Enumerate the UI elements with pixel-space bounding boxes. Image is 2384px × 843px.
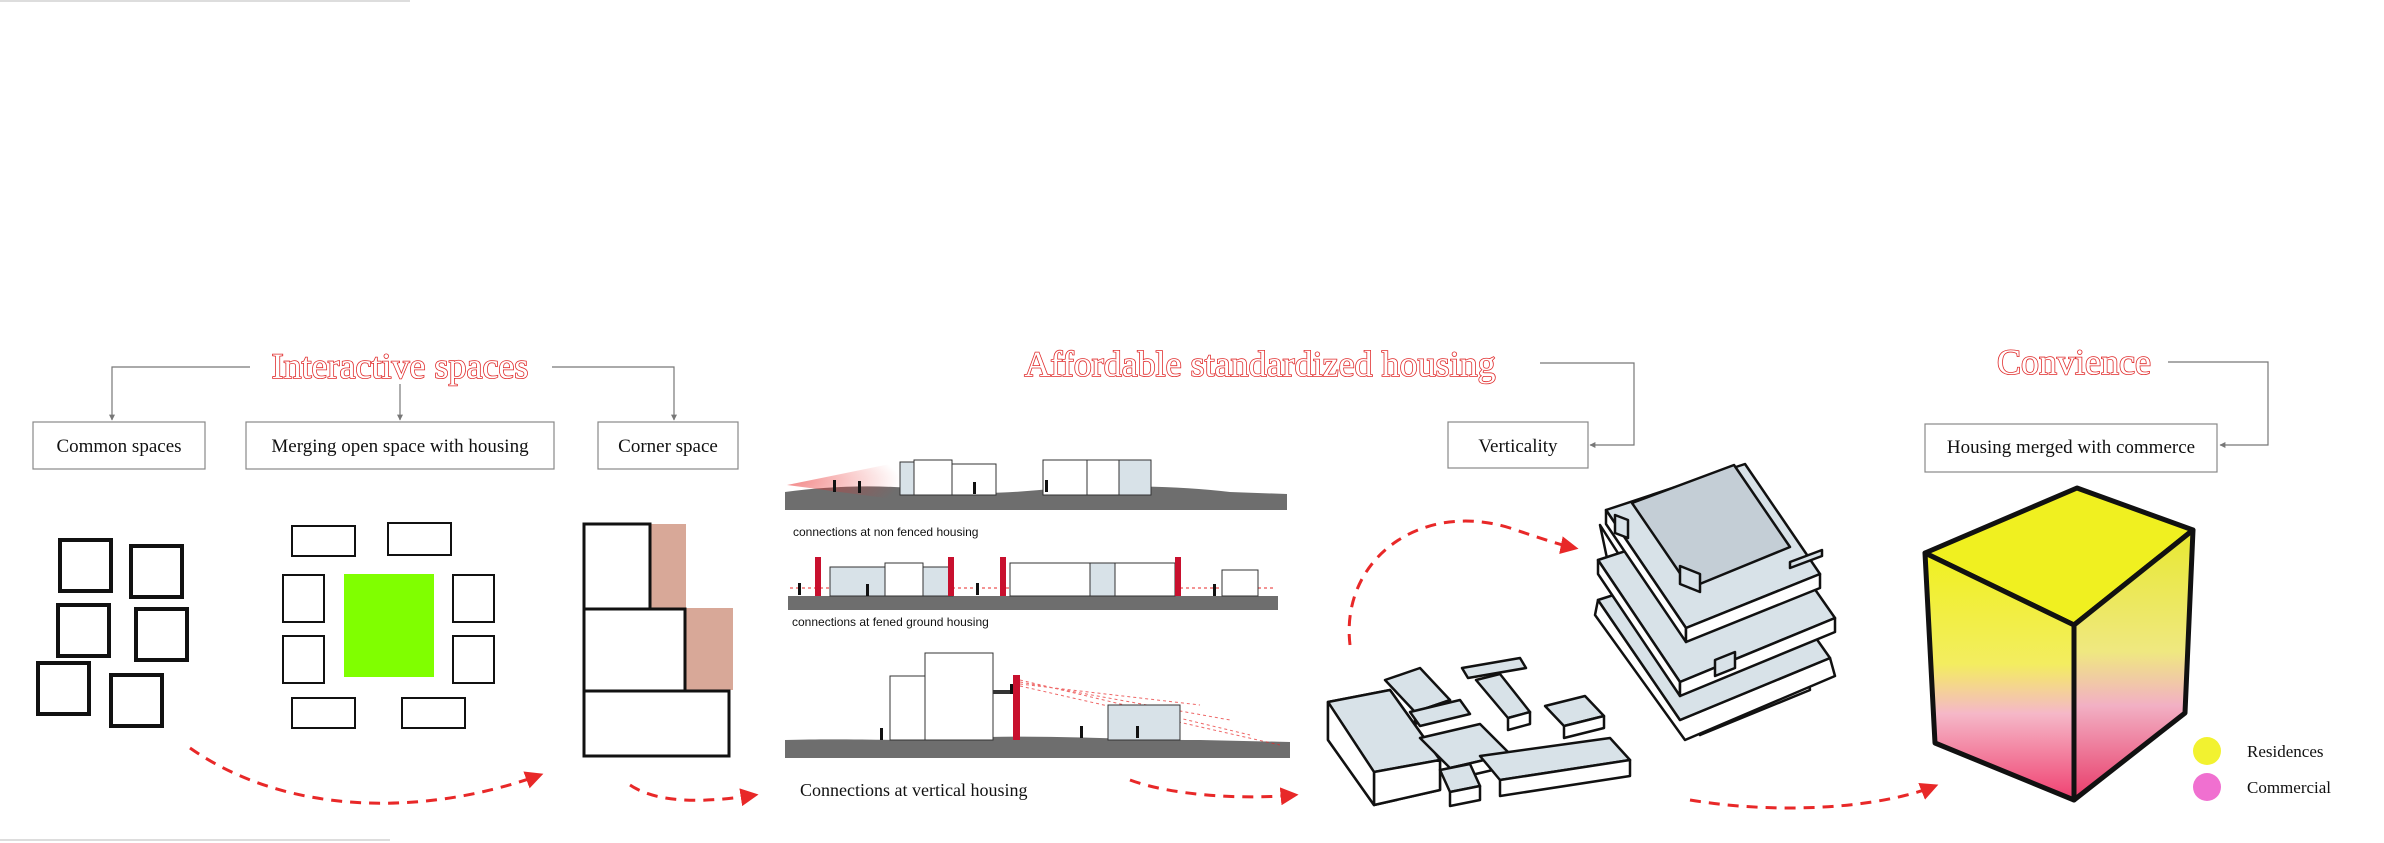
affordable-connector (1540, 362, 1635, 448)
common-spaces-box (32, 421, 206, 470)
heading-affordable-housing: Affordable standardized housing (1024, 344, 1495, 384)
commerce-box (1924, 423, 2218, 473)
verticality-label: Verticality (1478, 436, 1558, 457)
vertical-caption: Connections at vertical housing (800, 780, 1027, 800)
merging-box (245, 421, 555, 470)
flow-arrows-middle (1129, 519, 1939, 810)
corner-space-box (597, 421, 739, 470)
common-spaces-diagram (36, 538, 189, 728)
open-space-green (344, 574, 434, 677)
heading-convience: Convience (1997, 342, 2151, 382)
corner-space-label: Corner space (618, 436, 718, 457)
merging-diagram (282, 522, 495, 729)
heading-interactive-spaces: Interactive spaces (272, 346, 529, 386)
legend-commercial-swatch (2193, 773, 2221, 801)
legend-commercial-label: Commercial (2247, 778, 2331, 797)
non-fenced-section (785, 459, 1287, 510)
legend: Residences Commercial (2193, 737, 2331, 801)
scattered-blocks-model (1326, 656, 1632, 808)
verticality-box (1447, 421, 1589, 469)
legend-residences-swatch (2193, 737, 2221, 765)
interactive-connector (109, 366, 677, 421)
fenced-section (788, 557, 1278, 610)
corner-space-diagram (582, 522, 733, 758)
fenced-caption: connections at fened ground housing (792, 615, 989, 629)
commerce-label: Housing merged with commerce (1947, 437, 2195, 458)
vertical-section (785, 652, 1290, 758)
mixed-use-cube (1922, 485, 2196, 803)
vertical-building-model (1593, 462, 1837, 742)
non-fenced-caption: connections at non fenced housing (793, 525, 978, 539)
merging-label: Merging open space with housing (271, 436, 529, 457)
flow-arrows-left (189, 746, 759, 807)
convience-connector (2168, 361, 2269, 448)
legend-residences-label: Residences (2247, 742, 2323, 761)
common-spaces-label: Common spaces (56, 436, 181, 457)
